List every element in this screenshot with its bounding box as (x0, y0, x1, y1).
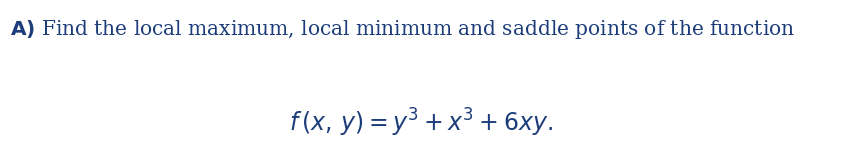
Text: $\mathbf{A)}$ Find the local maximum, local minimum and saddle points of the fun: $\mathbf{A)}$ Find the local maximum, lo… (10, 18, 795, 41)
Text: $f\,(x,\,y) = y^3 + x^3 + 6xy.$: $f\,(x,\,y) = y^3 + x^3 + 6xy.$ (289, 107, 553, 139)
